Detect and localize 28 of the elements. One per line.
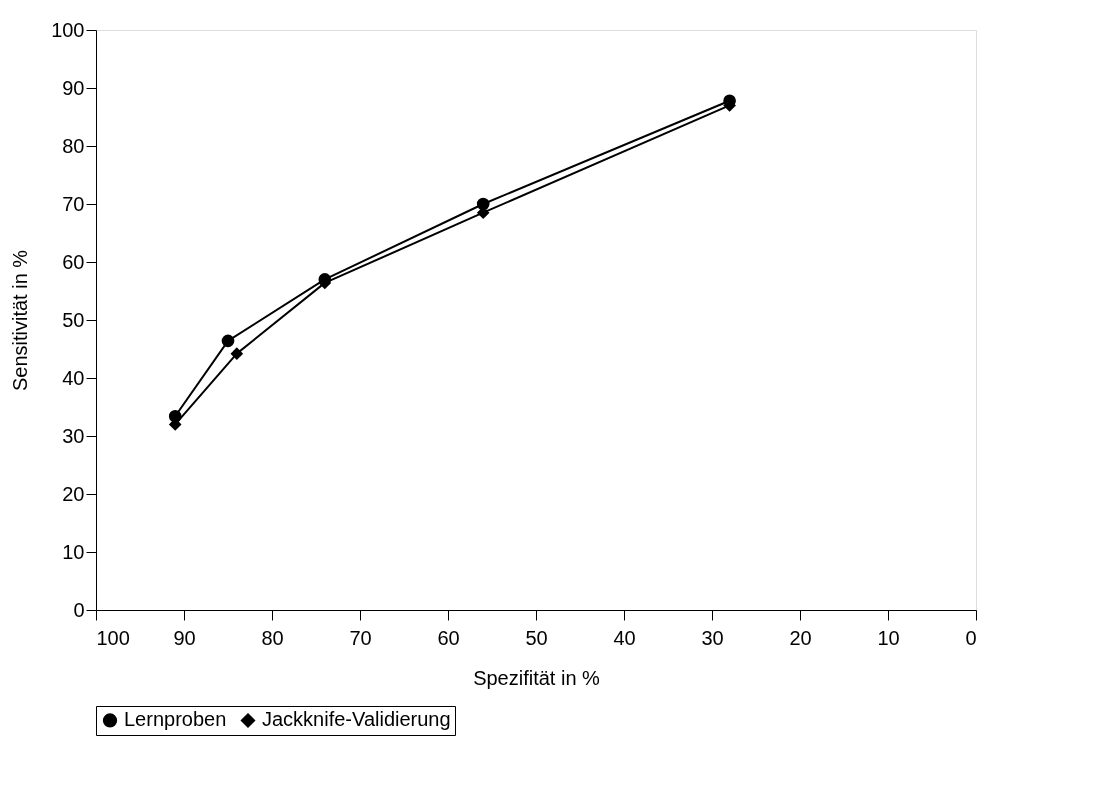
y-tick-label: 80 xyxy=(62,134,85,157)
y-tick-label: 10 xyxy=(62,540,85,563)
y-tick-label: 40 xyxy=(62,366,85,389)
x-tick-label: 50 xyxy=(525,626,548,649)
y-tick-label: 60 xyxy=(62,250,85,273)
x-tick-label: 60 xyxy=(437,626,460,649)
y-tick-label: 90 xyxy=(62,76,85,99)
x-tick-label: 100 xyxy=(96,626,130,649)
y-tick-label: 0 xyxy=(73,598,85,621)
y-tick-label: 30 xyxy=(62,424,85,447)
x-axis-title: Spezifität in % xyxy=(473,666,601,689)
x-tick-label: 40 xyxy=(613,626,636,649)
x-tick-label: 80 xyxy=(261,626,284,649)
y-tick-label: 50 xyxy=(62,308,85,331)
y-tick-label: 100 xyxy=(51,18,85,41)
legend-label: Lernproben xyxy=(124,708,227,731)
x-tick-label: 30 xyxy=(701,626,724,649)
legend-label: Jackknife-Validierung xyxy=(262,708,451,731)
y-axis-title: Sensitivität in % xyxy=(9,249,32,392)
y-tick-label: 20 xyxy=(62,482,85,505)
x-tick-label: 10 xyxy=(877,626,900,649)
x-tick-label: 0 xyxy=(965,626,977,649)
x-tick-label: 70 xyxy=(349,626,372,649)
x-tick-label: 90 xyxy=(173,626,196,649)
point xyxy=(221,334,235,348)
y-tick-label: 70 xyxy=(62,192,85,215)
x-tick-label: 20 xyxy=(789,626,812,649)
point xyxy=(230,347,244,360)
